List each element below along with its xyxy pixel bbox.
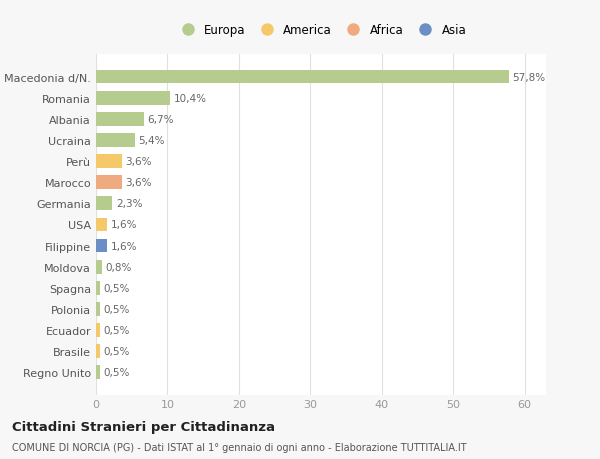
Text: 6,7%: 6,7% bbox=[148, 115, 174, 124]
Text: 3,6%: 3,6% bbox=[125, 157, 152, 167]
Bar bbox=[96, 281, 100, 295]
Text: 1,6%: 1,6% bbox=[111, 241, 137, 251]
Bar bbox=[96, 155, 122, 168]
Text: 2,3%: 2,3% bbox=[116, 199, 143, 209]
Text: Cittadini Stranieri per Cittadinanza: Cittadini Stranieri per Cittadinanza bbox=[12, 420, 275, 433]
Bar bbox=[96, 112, 144, 126]
Text: COMUNE DI NORCIA (PG) - Dati ISTAT al 1° gennaio di ogni anno - Elaborazione TUT: COMUNE DI NORCIA (PG) - Dati ISTAT al 1°… bbox=[12, 442, 467, 452]
Text: 5,4%: 5,4% bbox=[138, 135, 164, 146]
Bar bbox=[96, 176, 122, 190]
Bar bbox=[96, 134, 134, 147]
Text: 3,6%: 3,6% bbox=[125, 178, 152, 188]
Legend: Europa, America, Africa, Asia: Europa, America, Africa, Asia bbox=[172, 20, 470, 40]
Bar bbox=[96, 260, 102, 274]
Text: 10,4%: 10,4% bbox=[174, 94, 207, 103]
Bar bbox=[96, 92, 170, 105]
Text: 0,8%: 0,8% bbox=[105, 262, 131, 272]
Text: 0,5%: 0,5% bbox=[103, 283, 130, 293]
Bar bbox=[96, 324, 100, 337]
Text: 0,5%: 0,5% bbox=[103, 325, 130, 335]
Bar bbox=[96, 239, 107, 253]
Bar bbox=[96, 366, 100, 379]
Text: 0,5%: 0,5% bbox=[103, 347, 130, 356]
Bar bbox=[96, 218, 107, 232]
Bar bbox=[96, 302, 100, 316]
Text: 57,8%: 57,8% bbox=[512, 73, 545, 82]
Bar bbox=[96, 71, 509, 84]
Text: 0,5%: 0,5% bbox=[103, 368, 130, 377]
Text: 0,5%: 0,5% bbox=[103, 304, 130, 314]
Text: 1,6%: 1,6% bbox=[111, 220, 137, 230]
Bar bbox=[96, 197, 112, 211]
Bar bbox=[96, 345, 100, 358]
